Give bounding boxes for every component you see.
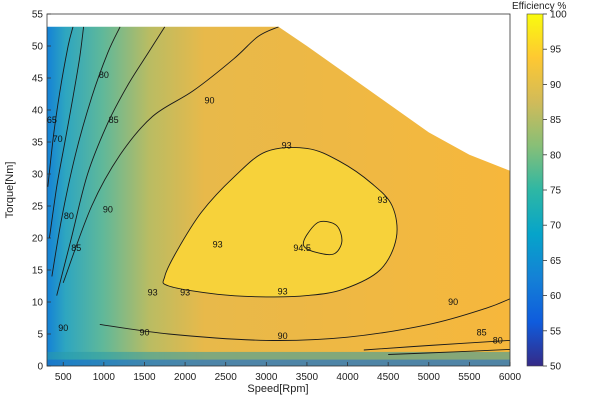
contour-line-90 (62, 26, 279, 283)
contour-label: 90 (103, 204, 113, 214)
y-tick-label: 40 (32, 106, 44, 117)
plot-frame (46, 13, 511, 367)
y-tick-label: 15 (32, 266, 44, 277)
contour-line-90 (99, 298, 510, 341)
contour-line-80 (388, 348, 510, 355)
contour-line-85 (56, 26, 166, 296)
contour-line-85 (363, 339, 510, 351)
colorbar: Efficiency % 50 55 60 65 70 75 80 85 90 95 100 (512, 1, 567, 373)
y-tick-label: 50 (32, 42, 44, 53)
colorbar-tick-label: 60 (550, 291, 562, 302)
y-tick-label: 35 (32, 138, 44, 149)
contour-label: 93 (282, 140, 292, 150)
x-tick-label: 5500 (458, 372, 481, 383)
contour-label: 80 (64, 211, 74, 221)
low-torque-band (47, 351, 510, 366)
x-axis-title: Speed[Rpm] (247, 383, 308, 395)
contour-label: 90 (448, 297, 458, 307)
colorbar-tick-label: 95 (550, 45, 562, 56)
colorbar-tick-label: 50 (550, 362, 562, 373)
contour-label: 80 (493, 336, 503, 346)
x-tick-label: 3000 (255, 372, 278, 383)
contour-label: 85 (477, 327, 487, 337)
contour-line-65 (47, 26, 74, 187)
contour-line-70 (48, 26, 85, 239)
contour-label: 93 (148, 288, 158, 298)
zero-torque-band (47, 359, 510, 366)
contour-label: 94.5 (293, 243, 311, 253)
contour-label: 90 (139, 327, 149, 337)
region-93 (162, 147, 398, 297)
x-tick-label: 4000 (336, 372, 359, 383)
colorbar-ticks: 50 55 60 65 70 75 80 85 90 95 100 (543, 10, 567, 373)
contour-label: 93 (180, 288, 190, 298)
y-tick-label: 30 (32, 170, 44, 181)
contour-label: 65 (47, 115, 57, 125)
x-tick-label: 6000 (499, 372, 522, 383)
contour-label: 93 (278, 286, 288, 296)
contour-label: 93 (213, 240, 223, 250)
contour-label: 90 (204, 96, 214, 106)
colorbar-tick-label: 55 (550, 326, 562, 337)
x-tick-label: 2500 (215, 372, 238, 383)
colorbar-tick-label: 70 (550, 221, 562, 232)
contour-label: 80 (99, 70, 109, 80)
y-tick-label: 25 (32, 202, 44, 213)
contour-label: 90 (278, 331, 288, 341)
contour-label: 85 (71, 243, 81, 253)
x-tick-label: 3500 (296, 372, 319, 383)
efficiency-fill: 94.5 93 93 93 93 93 93 90 90 90 90 90 90 85 85 80 80 70 65… (47, 26, 510, 366)
x-tick-label: 4500 (377, 372, 400, 383)
axes: 500 1000 1500 2000 2500 3000 3500 4000 4500 5000 5… (32, 10, 522, 384)
contour-label: 70 (53, 134, 63, 144)
contour-line-93 (162, 146, 398, 298)
x-tick-label: 1500 (133, 372, 156, 383)
colorbar-tick-label: 100 (550, 10, 567, 21)
x-tick-label: 5000 (418, 372, 441, 383)
y-tick-label: 0 (37, 362, 43, 373)
y-tick-label: 10 (32, 298, 44, 309)
colorbar-tick-label: 75 (550, 186, 562, 197)
colorbar-tick-label: 85 (550, 115, 562, 126)
y-tick-label: 20 (32, 234, 44, 245)
colorbar-tick-label: 65 (550, 256, 562, 267)
contour-label: 90 (58, 323, 68, 333)
x-tick-label: 500 (55, 372, 72, 383)
x-tick-label: 1000 (93, 372, 116, 383)
x-tick-label: 2000 (174, 372, 197, 383)
y-tick-label: 45 (32, 74, 44, 85)
y-axis-title: Torque[Nm] (4, 162, 16, 219)
colorbar-bar (526, 13, 544, 367)
contour-label: 85 (109, 115, 119, 125)
plot-area: 94.5 93 93 93 93 93 93 90 90 90 90 90 90 85 85 80 80 70 65… (47, 26, 510, 366)
colorbar-tick-label: 80 (550, 150, 562, 161)
y-tick-label: 55 (32, 10, 44, 21)
contour-label: 93 (377, 195, 387, 205)
y-tick-label: 5 (37, 330, 43, 341)
colorbar-tick-label: 90 (550, 80, 562, 91)
contour-line-80 (51, 26, 121, 277)
contour-line-94-5 (302, 220, 343, 256)
colorbar-title: Efficiency % (512, 1, 566, 12)
